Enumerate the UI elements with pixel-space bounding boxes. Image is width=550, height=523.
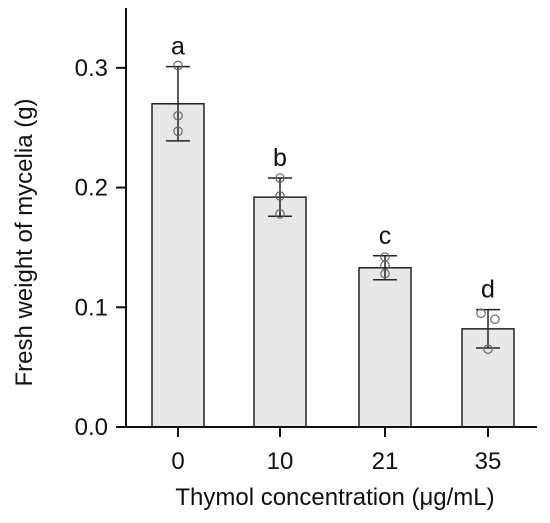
- significance-letter: c: [379, 222, 392, 250]
- bar-21: [358, 267, 412, 428]
- replicate-point: [490, 314, 500, 325]
- axes-group: [125, 8, 537, 428]
- error-bars-group: [166, 65, 500, 349]
- significance-letter: d: [481, 276, 495, 304]
- x-tick-label: 35: [475, 448, 502, 475]
- bars-group: [151, 103, 515, 428]
- x-tick-label: 0: [171, 448, 184, 475]
- x-tick-label: 21: [372, 448, 399, 475]
- x-tick-label: 10: [267, 448, 294, 475]
- significance-letter: b: [273, 144, 287, 172]
- y-tick-label: 0.3: [75, 55, 108, 82]
- x-ticks-group: 0 10 21 35: [171, 427, 501, 475]
- y-tick-label: 0.2: [75, 175, 108, 202]
- replicate-point: [173, 126, 183, 137]
- bar-10: [253, 196, 307, 428]
- significance-letters-group: a b c d: [171, 33, 495, 304]
- bar-0: [151, 103, 205, 428]
- y-ticks-group: 0.0 0.1 0.2 0.3: [75, 55, 126, 441]
- replicate-point: [173, 60, 183, 71]
- replicate-point: [275, 209, 285, 219]
- y-axis-title: Fresh weight of mycelia (g): [11, 98, 38, 386]
- replicate-point: [275, 173, 285, 183]
- significance-letter: a: [171, 33, 185, 61]
- y-tick-label: 0.0: [75, 414, 108, 441]
- replicate-points-group: [173, 60, 500, 354]
- replicate-point: [380, 268, 390, 279]
- x-axis-title: Thymol concentration (μg/mL): [175, 484, 494, 511]
- replicate-point: [275, 191, 285, 201]
- y-tick-label: 0.1: [75, 294, 108, 321]
- replicate-point: [173, 110, 183, 121]
- replicate-point: [476, 308, 486, 319]
- replicate-point: [483, 344, 493, 354]
